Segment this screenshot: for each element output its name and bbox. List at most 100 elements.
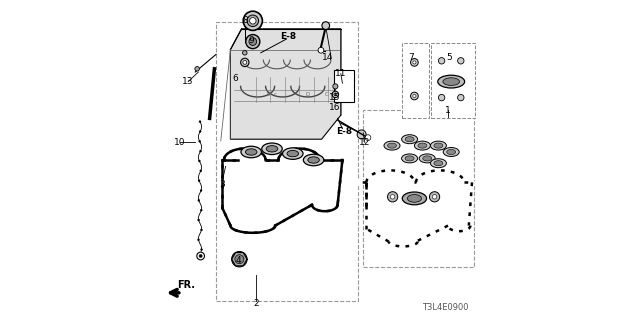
Ellipse shape — [434, 161, 443, 166]
Bar — [364, 110, 474, 267]
Circle shape — [195, 67, 200, 71]
Text: 10: 10 — [174, 138, 186, 147]
Text: 4: 4 — [236, 256, 241, 265]
Ellipse shape — [407, 195, 422, 202]
Ellipse shape — [384, 141, 400, 150]
Bar — [334, 70, 353, 102]
Text: C: C — [324, 92, 328, 97]
Ellipse shape — [447, 149, 456, 155]
Text: 11: 11 — [335, 69, 346, 78]
Circle shape — [429, 192, 440, 202]
Circle shape — [458, 58, 464, 64]
Circle shape — [357, 130, 366, 139]
Ellipse shape — [443, 78, 460, 85]
Circle shape — [200, 170, 202, 172]
Circle shape — [200, 249, 202, 251]
Circle shape — [197, 252, 205, 260]
Ellipse shape — [402, 192, 427, 205]
Text: FR.: FR. — [177, 280, 195, 290]
Circle shape — [246, 35, 260, 49]
Ellipse shape — [430, 159, 447, 168]
Text: V: V — [267, 92, 271, 97]
Circle shape — [413, 61, 416, 64]
Circle shape — [249, 38, 257, 45]
Text: D: D — [305, 92, 309, 97]
Ellipse shape — [405, 137, 414, 142]
Circle shape — [332, 91, 339, 98]
Circle shape — [438, 58, 445, 64]
Text: E-8: E-8 — [336, 127, 352, 136]
Bar — [402, 43, 429, 118]
Circle shape — [247, 15, 259, 27]
Circle shape — [388, 192, 398, 202]
Circle shape — [198, 140, 200, 142]
Circle shape — [243, 51, 247, 55]
Circle shape — [250, 18, 256, 24]
Circle shape — [198, 160, 200, 162]
Ellipse shape — [438, 75, 465, 88]
Ellipse shape — [287, 150, 298, 157]
Circle shape — [200, 229, 202, 231]
Text: 2: 2 — [253, 299, 259, 308]
Circle shape — [200, 189, 202, 191]
Circle shape — [413, 94, 416, 98]
Text: T3L4E0900: T3L4E0900 — [422, 303, 468, 312]
Circle shape — [199, 254, 202, 258]
Bar — [216, 22, 358, 301]
Text: 7: 7 — [408, 53, 414, 62]
Ellipse shape — [443, 148, 460, 156]
Text: c: c — [274, 92, 276, 97]
Ellipse shape — [415, 141, 431, 150]
Ellipse shape — [282, 148, 303, 159]
Bar — [431, 43, 475, 118]
Circle shape — [198, 199, 200, 201]
Circle shape — [200, 150, 202, 152]
Circle shape — [458, 94, 464, 101]
Circle shape — [433, 195, 437, 199]
Text: 16: 16 — [329, 103, 340, 112]
Ellipse shape — [402, 135, 418, 144]
Text: 9: 9 — [248, 36, 254, 44]
Ellipse shape — [303, 154, 324, 166]
Text: 8: 8 — [242, 16, 248, 25]
Circle shape — [365, 135, 371, 140]
Circle shape — [390, 195, 395, 199]
Circle shape — [200, 209, 202, 211]
Polygon shape — [230, 29, 340, 139]
Circle shape — [243, 60, 247, 64]
Text: 12: 12 — [359, 138, 371, 147]
Ellipse shape — [434, 143, 443, 148]
Text: 1: 1 — [445, 106, 451, 115]
Ellipse shape — [430, 141, 447, 150]
Ellipse shape — [246, 149, 257, 155]
Circle shape — [322, 22, 330, 29]
Text: 15: 15 — [329, 93, 340, 102]
Text: 13: 13 — [182, 77, 194, 86]
Circle shape — [411, 59, 419, 66]
Circle shape — [198, 239, 200, 241]
Ellipse shape — [266, 146, 278, 152]
Circle shape — [198, 180, 200, 182]
Ellipse shape — [262, 143, 282, 155]
Circle shape — [199, 121, 201, 123]
Text: 3: 3 — [220, 180, 225, 188]
Circle shape — [232, 252, 247, 267]
Text: 14: 14 — [323, 53, 333, 62]
Circle shape — [241, 58, 249, 67]
Text: E-8: E-8 — [280, 32, 296, 41]
Circle shape — [438, 94, 445, 101]
Circle shape — [318, 47, 324, 53]
Circle shape — [411, 92, 419, 100]
Text: 6: 6 — [232, 74, 238, 83]
Circle shape — [334, 93, 337, 96]
Ellipse shape — [308, 157, 319, 163]
Ellipse shape — [422, 156, 432, 161]
Ellipse shape — [402, 154, 418, 163]
Ellipse shape — [388, 143, 397, 148]
Circle shape — [235, 255, 244, 264]
Text: 5: 5 — [447, 53, 452, 62]
Circle shape — [333, 84, 338, 89]
Ellipse shape — [418, 143, 427, 148]
Ellipse shape — [405, 156, 414, 161]
Ellipse shape — [241, 146, 262, 158]
